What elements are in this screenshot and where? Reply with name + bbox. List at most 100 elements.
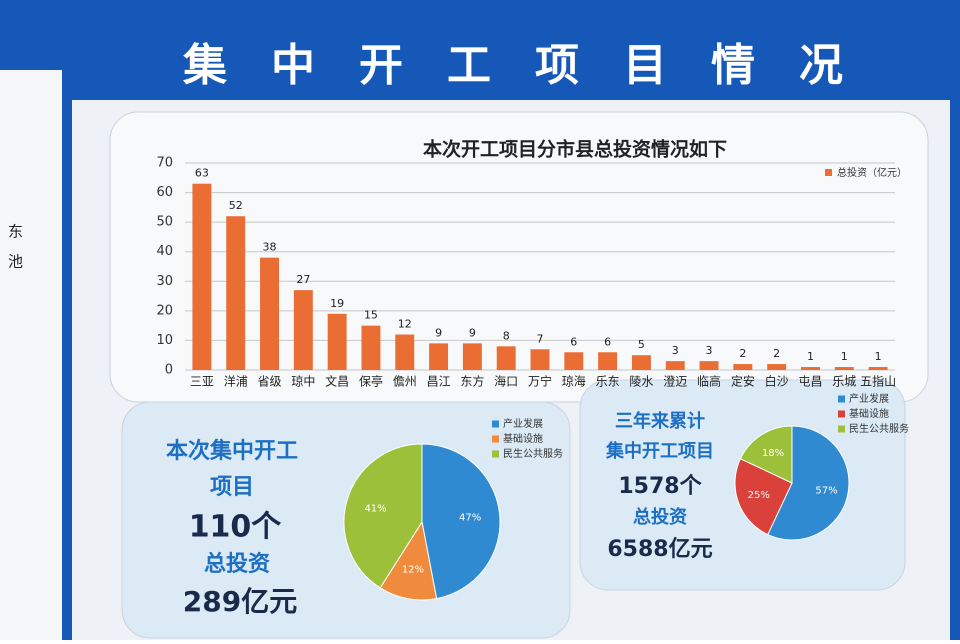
y-tick-label: 30 (156, 274, 173, 289)
panel-text: 集中开工项目 (605, 440, 714, 462)
panel-text: 289亿元 (183, 585, 297, 618)
panel-text: 6588亿元 (607, 537, 712, 562)
main-title: 集中开工项目情况 (182, 40, 887, 91)
data-label: 6 (570, 335, 577, 348)
x-tick-label: 洋浦 (224, 374, 248, 389)
legend-label: 基础设施 (849, 407, 889, 420)
panel-text: 总投资 (633, 506, 687, 528)
x-tick-label: 琼海 (562, 374, 586, 389)
x-tick-label: 屯昌 (798, 375, 822, 389)
pie-slice (734, 458, 793, 536)
bar (801, 367, 820, 370)
x-tick-label: 保亭 (359, 374, 383, 389)
bar (192, 183, 212, 370)
legend-label: 民生公共服务 (503, 447, 563, 460)
x-tick-label: 海口 (494, 374, 518, 389)
slice-label: 41% (364, 504, 386, 515)
data-label: 2 (773, 347, 780, 360)
bar (260, 257, 279, 370)
y-tick-label: 70 (156, 156, 173, 171)
data-label: 1 (807, 350, 814, 363)
panel-text: 项目 (210, 475, 254, 500)
y-tick-label: 60 (156, 185, 173, 200)
legend-label: 总投资（亿元） (837, 166, 907, 179)
x-tick-label: 澄迈 (663, 374, 687, 389)
data-label: 1 (841, 350, 848, 363)
legend-swatch (838, 395, 845, 403)
slice-label: 12% (402, 565, 424, 576)
data-label: 27 (296, 273, 310, 286)
x-tick-label: 白沙 (765, 374, 789, 389)
pie-slice (767, 425, 850, 541)
bar (496, 346, 516, 370)
data-label: 52 (229, 199, 243, 212)
bar (530, 349, 550, 370)
pie-slice (343, 443, 423, 589)
legend-swatch (838, 425, 845, 433)
bar-title: 本次开工项目分市县总投资情况如下 (423, 138, 727, 161)
x-tick-label: 定安 (731, 374, 755, 389)
data-label: 38 (263, 241, 277, 254)
legend-swatch (838, 410, 845, 418)
bar (293, 290, 313, 370)
bar (226, 216, 246, 370)
panel-text: 三年来累计 (615, 410, 705, 432)
pie-slice (421, 443, 501, 600)
panel-text: 110个 (189, 510, 283, 545)
bar (733, 364, 753, 370)
panel-text: 总投资 (204, 551, 270, 577)
legend-label: 民生公共服务 (849, 422, 909, 435)
x-tick-label: 昌江 (427, 375, 451, 389)
panel-text: 本次集中开工 (166, 438, 298, 464)
x-tick-label: 三亚 (190, 375, 214, 389)
data-label: 2 (739, 347, 746, 360)
bar (564, 352, 584, 370)
x-tick-label: 乐东 (596, 375, 620, 389)
slice-label: 25% (748, 490, 770, 501)
x-tick-label: 文昌 (325, 374, 349, 389)
legend-label: 产业发展 (849, 392, 889, 405)
data-label: 6 (604, 335, 611, 348)
x-tick-label: 省级 (258, 375, 282, 389)
bar (834, 367, 854, 370)
y-tick-label: 40 (156, 244, 173, 259)
legend-swatch (492, 435, 499, 443)
x-tick-label: 陵水 (629, 375, 653, 389)
legend-swatch (492, 450, 499, 458)
data-label: 12 (398, 318, 412, 331)
bar (767, 364, 787, 370)
x-tick-label: 东方 (460, 374, 484, 389)
x-tick-label: 琼中 (291, 374, 315, 389)
side-text: 池 (8, 253, 23, 271)
side-text: 东 (8, 223, 23, 241)
side-panel (0, 70, 62, 640)
panel-text: 1578个 (618, 474, 702, 499)
data-label: 15 (364, 309, 378, 322)
data-label: 8 (503, 329, 510, 342)
slice-label: 18% (762, 448, 784, 459)
y-tick-label: 20 (156, 303, 173, 318)
bar (598, 352, 618, 370)
data-label: 9 (469, 326, 476, 339)
data-label: 19 (330, 297, 344, 310)
bar (361, 325, 381, 370)
pie-slice (739, 425, 793, 484)
bar (699, 361, 719, 370)
x-tick-label: 儋州 (393, 375, 417, 389)
data-label: 3 (672, 344, 679, 357)
y-tick-label: 10 (156, 333, 173, 348)
legend-swatch (492, 420, 499, 428)
data-label: 5 (638, 338, 645, 351)
bar (395, 334, 415, 370)
legend-label: 产业发展 (503, 417, 543, 430)
y-tick-label: 50 (156, 215, 173, 230)
data-label: 1 (875, 350, 882, 363)
slice-label: 57% (815, 486, 837, 497)
x-tick-label: 五指山 (860, 374, 896, 389)
data-label: 7 (537, 332, 544, 345)
legend-label: 基础设施 (503, 432, 543, 445)
data-label: 63 (195, 167, 209, 180)
data-label: 3 (706, 344, 713, 357)
